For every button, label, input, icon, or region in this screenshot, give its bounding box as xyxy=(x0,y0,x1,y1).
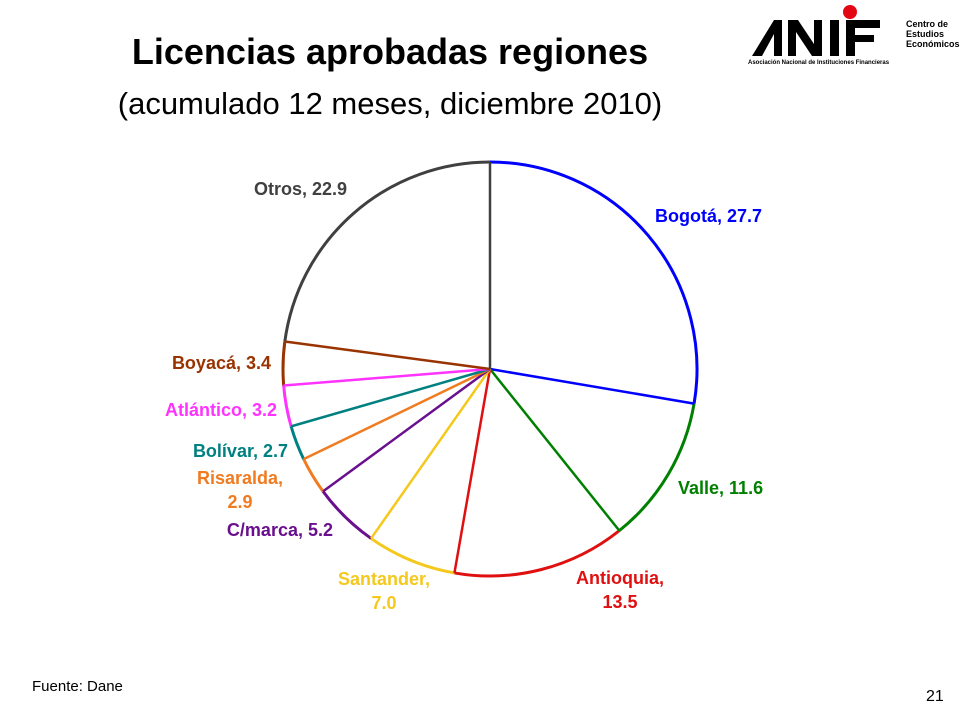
pie-slice-arc-bogot- xyxy=(489,160,699,404)
anif-logo: Asociación Nacional de Instituciones Fin… xyxy=(748,4,960,74)
logo-center-line-1: Centro de xyxy=(906,19,949,29)
pie-label-otros: Otros, 22.9 xyxy=(254,179,347,199)
pie-slice-edge-boyac- xyxy=(284,340,491,371)
pie-slice-edge-atl-ntico xyxy=(283,367,491,387)
pie-label-santander: Santander, 7.0 xyxy=(338,569,430,613)
pie-slice-edge-santander xyxy=(370,368,492,540)
pie-slice-arc-valle xyxy=(618,403,696,532)
pie-slice-edge-valle xyxy=(489,368,621,532)
pie-slice-edge-bol-var xyxy=(290,367,491,428)
logo-center-line-3: Económicos xyxy=(906,39,960,49)
pie-slice-edge-antioquia xyxy=(453,368,492,574)
chart-title: Licencias aprobadas regiones xyxy=(131,31,649,72)
pie-slice-arc-otros xyxy=(283,160,491,342)
pie-label-atl-ntico: Atlántico, 3.2 xyxy=(165,400,277,420)
pie-slice-arc-santander xyxy=(370,537,455,575)
pie-slice-arc-risaralda xyxy=(302,458,325,493)
chart-subtitle: (acumulado 12 meses, diciembre 2010) xyxy=(117,86,663,121)
pie-label-valle: Valle, 11.6 xyxy=(678,478,763,498)
pie-slice-arc-c-marca xyxy=(321,490,372,540)
page-number: 21 xyxy=(926,688,944,705)
logo-tagline: Asociación Nacional de Instituciones Fin… xyxy=(748,60,890,66)
pie-slice-arc-antioquia xyxy=(454,529,621,578)
anif-wordmark-icon xyxy=(752,5,880,56)
pie-slice-arc-atl-ntico xyxy=(282,385,293,427)
pie-label-boyac-: Boyacá, 3.4 xyxy=(172,353,271,373)
logo-center-line-2: Estudios xyxy=(906,29,945,39)
pie-label-bol-var: Bolívar, 2.7 xyxy=(193,441,288,461)
pie-label-risaralda: Risaralda, 2.9 xyxy=(197,468,283,512)
logo-dot xyxy=(843,5,857,19)
pie-label-antioquia: Antioquia, 13.5 xyxy=(576,568,664,612)
pie-slice-arc-bol-var xyxy=(289,425,305,460)
pie-slice-arc-boyac- xyxy=(281,341,287,386)
pie-slice-edge-bogot- xyxy=(489,367,695,405)
pie-label-bogot-: Bogotá, 27.7 xyxy=(655,206,762,226)
pie-label-c-marca: C/marca, 5.2 xyxy=(227,520,333,540)
logo-center-text: Centro de Estudios Económicos xyxy=(906,19,960,49)
pie-slice-edge-risaralda xyxy=(303,367,491,461)
source-note: Fuente: Dane xyxy=(32,678,123,695)
pie-slice-edge-c-marca xyxy=(322,367,491,493)
